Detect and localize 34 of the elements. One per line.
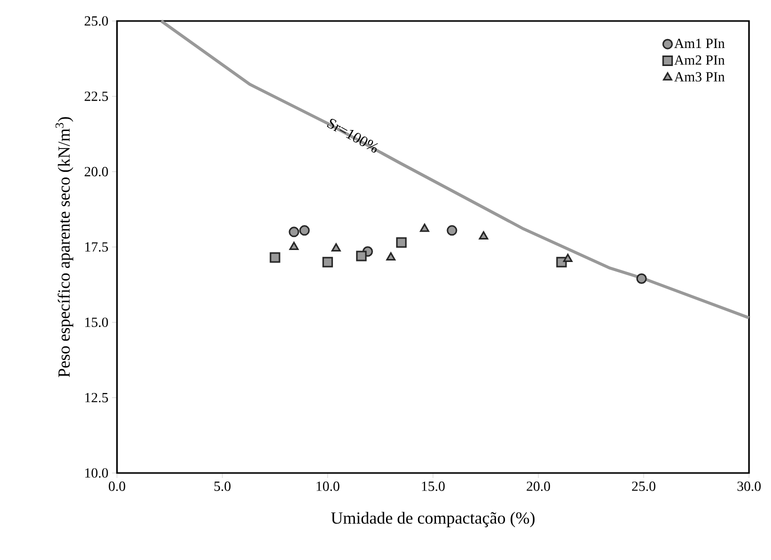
point [299, 225, 310, 236]
point [446, 225, 458, 236]
legend-label: Am2 PIn [674, 55, 725, 65]
legend-label: Am3 PIn [674, 72, 725, 82]
x-tick-label: 25.0 [632, 482, 656, 491]
y-tick-label: 20.0 [84, 166, 108, 176]
y-tick-label: 10.0 [85, 468, 108, 478]
point [270, 252, 280, 263]
y-tick-label: 25.0 [84, 16, 108, 26]
y-axis-title: Peso específico aparente seco (kN/m$^{3}$) [56, 117, 74, 378]
point [396, 237, 407, 248]
x-tick-label: 20.0 [526, 482, 550, 491]
point [356, 250, 367, 262]
x-axis-title: Umidade de compactação (%) [331, 512, 535, 528]
point [478, 231, 488, 240]
x-tick-label: 15.0 [422, 482, 445, 491]
point [288, 226, 300, 238]
x-tick-label: 10.0 [316, 482, 340, 491]
y-tick-label: 12.5 [85, 392, 108, 402]
y-tick-label: 15.0 [85, 318, 108, 328]
point [331, 243, 341, 252]
point [563, 254, 572, 262]
x-tick-label: 0.0 [108, 482, 126, 491]
point [322, 256, 333, 268]
x-tick-label: 30.0 [737, 482, 761, 491]
point [289, 242, 299, 250]
legend-label: Am1 PIn [674, 38, 725, 48]
point [420, 224, 430, 232]
y-tick-label: 17.5 [85, 242, 108, 252]
y-tick-label: 22.5 [84, 92, 108, 102]
point [386, 252, 396, 261]
line-series [160, 19, 751, 320]
point [636, 273, 647, 284]
x-tick-label: 5.0 [214, 482, 231, 491]
